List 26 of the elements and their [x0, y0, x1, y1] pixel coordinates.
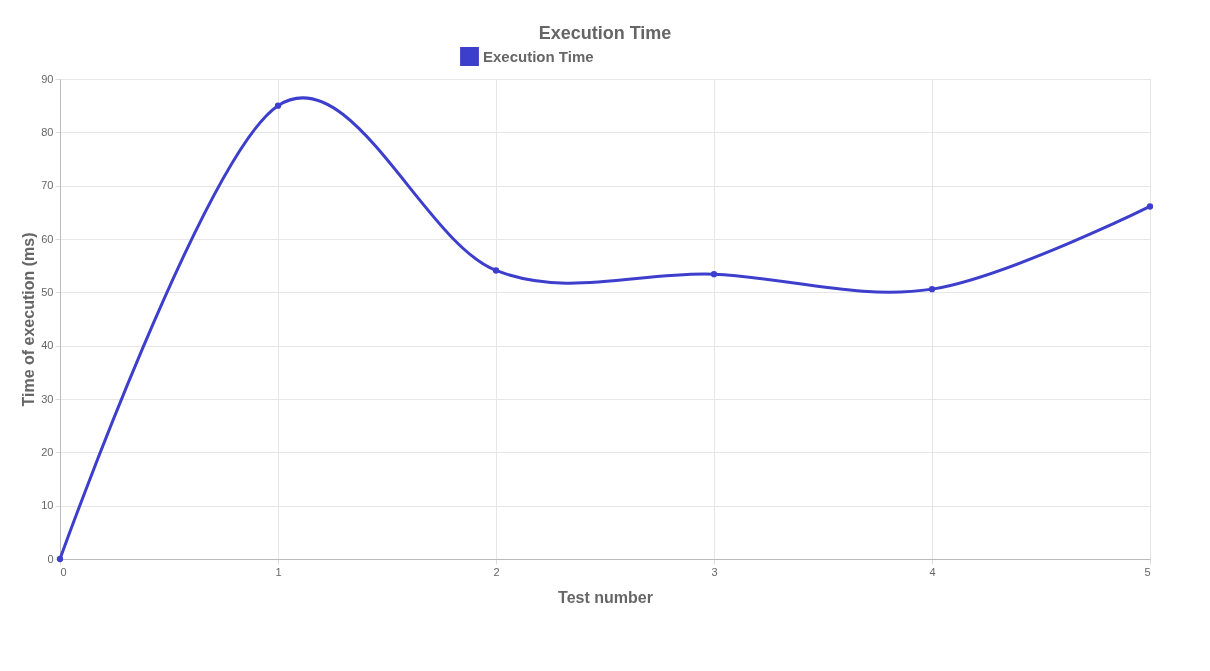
x-tick-label: 2 — [493, 565, 500, 578]
point — [710, 271, 718, 278]
point — [1146, 203, 1154, 210]
x-tick-label: 0 — [60, 565, 67, 578]
x-axis-title: Test number — [558, 588, 653, 606]
x-tick-label: 5 — [1144, 565, 1151, 578]
y-tick-label: 60 — [41, 232, 54, 245]
point — [928, 285, 936, 293]
y-tick-label: 0 — [47, 552, 54, 565]
legend-label: Execution Time — [483, 47, 594, 65]
y-tick-label: 20 — [41, 445, 54, 458]
x-tick-label: 3 — [711, 565, 718, 578]
point — [274, 102, 282, 109]
chart-title: Execution Time — [538, 23, 672, 43]
y-tick-label: 30 — [41, 392, 54, 405]
point — [56, 555, 64, 563]
y-tick-label: 70 — [41, 179, 54, 192]
y-tick-label: 10 — [41, 499, 54, 512]
y-tick-label: 50 — [41, 285, 54, 298]
point — [492, 267, 500, 274]
x-tick-label: 1 — [275, 565, 282, 578]
y-tick-label: 90 — [41, 72, 54, 85]
x-tick-label: 4 — [929, 565, 936, 578]
y-axis-title: Time of execution (ms) — [20, 232, 38, 407]
y-tick-label: 80 — [41, 125, 54, 138]
y-tick-label: 40 — [41, 339, 54, 352]
